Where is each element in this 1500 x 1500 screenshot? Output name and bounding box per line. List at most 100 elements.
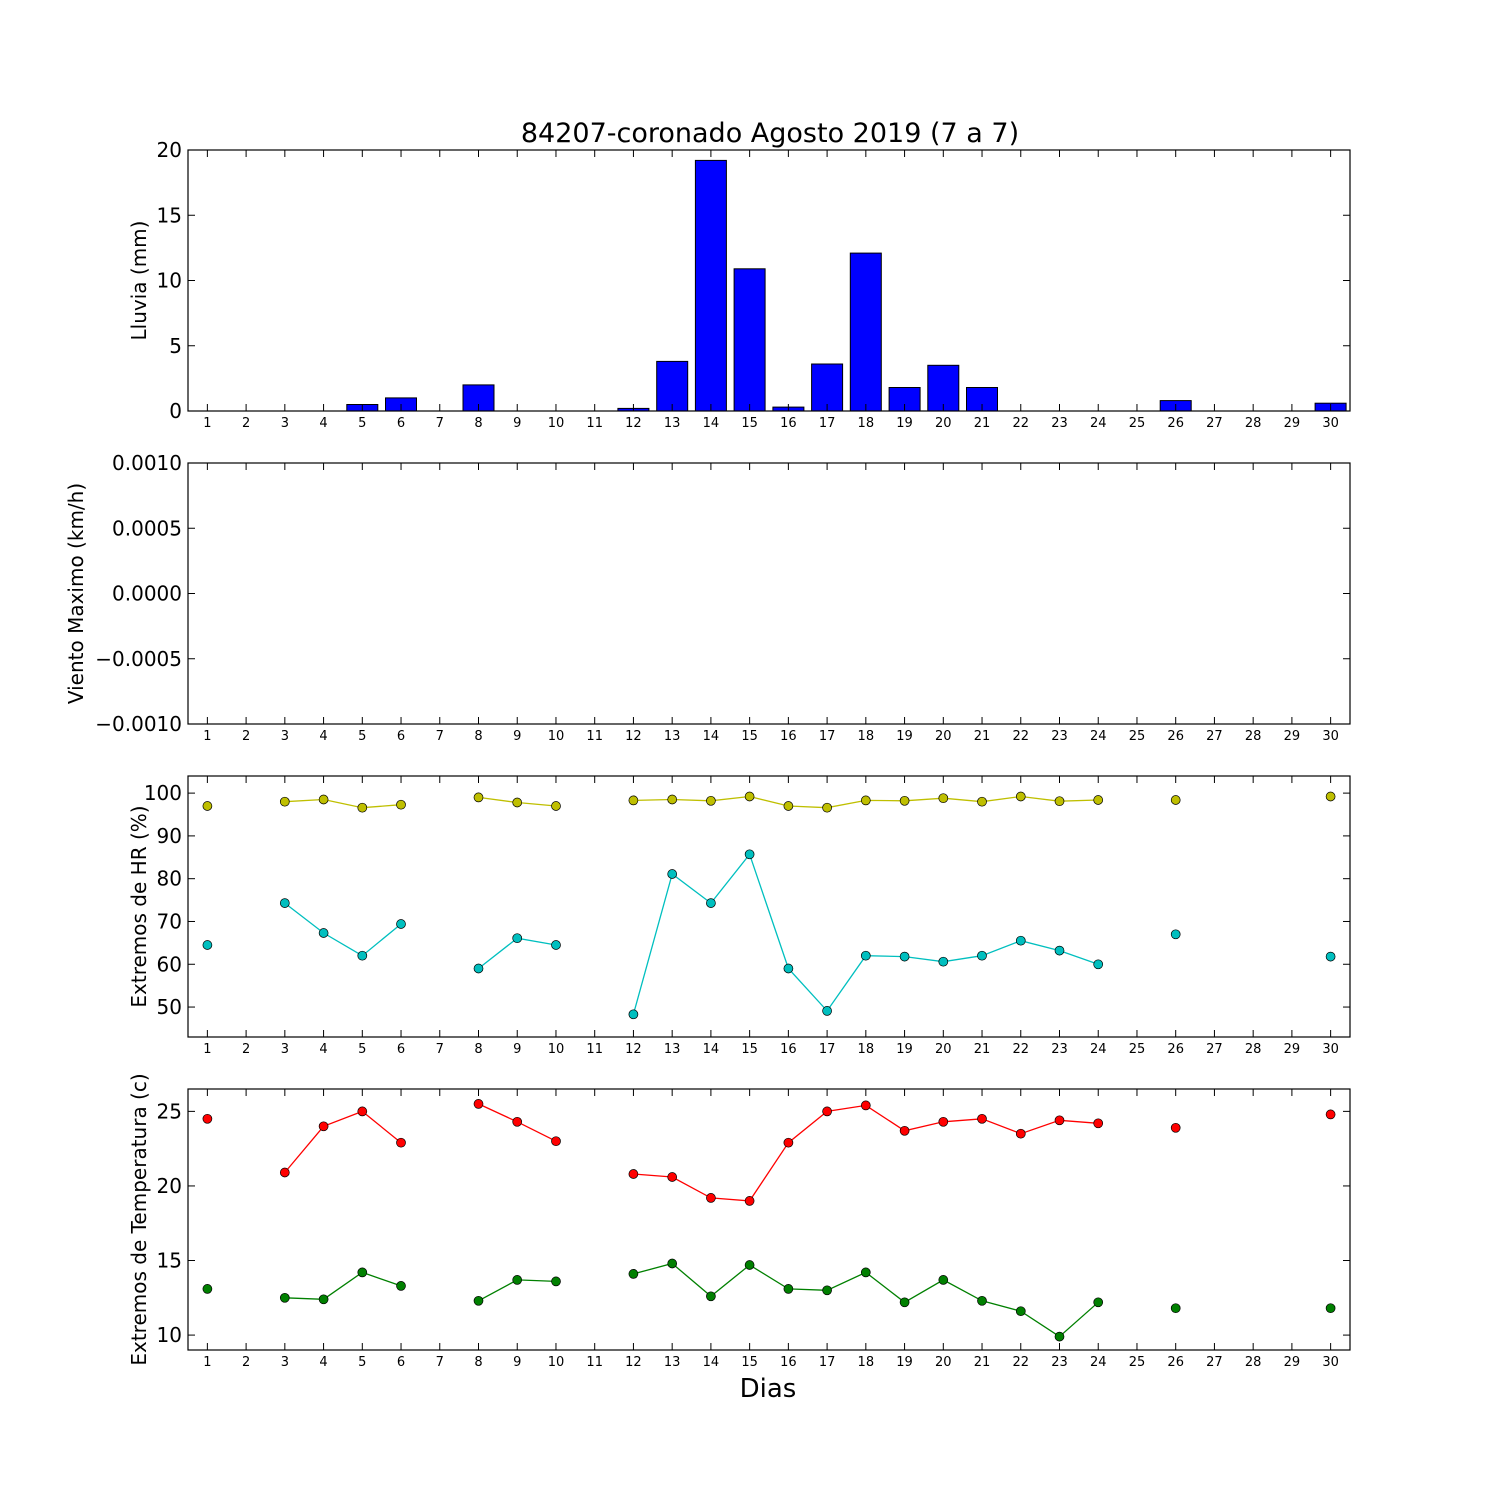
point-humidity-1-day-16 xyxy=(783,963,794,974)
xtick-label-rain-24: 24 xyxy=(1090,416,1107,431)
xtick-label-temperature-9: 9 xyxy=(513,1355,521,1370)
xtick-label-wind-22: 22 xyxy=(1012,729,1029,744)
xtick-label-wind-11: 11 xyxy=(586,729,603,744)
xtick-label-humidity-9: 9 xyxy=(513,1042,521,1057)
xtick-label-humidity-7: 7 xyxy=(436,1042,444,1057)
xtick-label-temperature-5: 5 xyxy=(358,1355,366,1370)
xtick-label-wind-12: 12 xyxy=(625,729,642,744)
ytick-label-wind-0: −0.0010 xyxy=(95,712,182,736)
xtick-label-temperature-11: 11 xyxy=(586,1355,603,1370)
ytick-label-humidity-3: 80 xyxy=(157,867,182,891)
ytick-label-temperature-1: 15 xyxy=(157,1249,182,1273)
point-humidity-1-day-18 xyxy=(860,950,871,961)
xtick-label-rain-30: 30 xyxy=(1322,416,1339,431)
xtick-label-temperature-30: 30 xyxy=(1322,1355,1339,1370)
point-temperature-0-day-5 xyxy=(357,1106,368,1117)
point-humidity-0-day-23 xyxy=(1054,796,1065,807)
xtick-label-rain-3: 3 xyxy=(281,416,289,431)
ytick-label-temperature-3: 25 xyxy=(157,1099,182,1123)
xtick-label-rain-29: 29 xyxy=(1284,416,1301,431)
point-humidity-1-day-21 xyxy=(977,950,987,961)
xtick-label-wind-29: 29 xyxy=(1284,729,1301,744)
xtick-label-rain-7: 7 xyxy=(436,416,444,431)
xtick-label-temperature-25: 25 xyxy=(1129,1355,1146,1370)
point-humidity-0-day-17 xyxy=(822,802,832,813)
xtick-label-temperature-26: 26 xyxy=(1167,1355,1184,1370)
point-humidity-1-day-1 xyxy=(202,940,213,950)
point-humidity-0-day-3 xyxy=(279,796,290,807)
ytick-label-wind-1: −0.0005 xyxy=(95,647,182,671)
xtick-label-temperature-24: 24 xyxy=(1090,1355,1107,1370)
xtick-label-wind-28: 28 xyxy=(1245,729,1262,744)
axes-frame-humidity xyxy=(187,775,1351,1038)
xtick-label-temperature-19: 19 xyxy=(896,1355,913,1370)
xtick-label-wind-13: 13 xyxy=(664,729,681,744)
xtick-label-wind-8: 8 xyxy=(474,729,482,744)
point-humidity-1-day-20 xyxy=(938,956,949,967)
point-humidity-0-day-19 xyxy=(899,795,910,806)
point-temperature-1-day-24 xyxy=(1093,1297,1104,1308)
xtick-label-temperature-23: 23 xyxy=(1051,1355,1068,1370)
xtick-label-humidity-27: 27 xyxy=(1206,1042,1223,1057)
xtick-label-rain-15: 15 xyxy=(741,416,758,431)
point-humidity-0-day-14 xyxy=(706,795,716,806)
xtick-label-wind-4: 4 xyxy=(319,729,327,744)
xtick-label-humidity-23: 23 xyxy=(1051,1042,1068,1057)
xtick-label-temperature-28: 28 xyxy=(1245,1355,1262,1370)
xtick-label-rain-17: 17 xyxy=(819,416,836,431)
xtick-label-humidity-17: 17 xyxy=(819,1042,836,1057)
point-temperature-1-day-12 xyxy=(628,1269,639,1279)
bar-day-20 xyxy=(927,364,960,412)
point-humidity-1-day-10 xyxy=(551,940,561,950)
xtick-label-rain-13: 13 xyxy=(664,416,681,431)
point-humidity-0-day-4 xyxy=(318,794,329,805)
point-temperature-0-day-23 xyxy=(1054,1115,1065,1126)
xtick-label-humidity-20: 20 xyxy=(935,1042,952,1057)
xtick-label-humidity-2: 2 xyxy=(242,1042,250,1057)
xtick-label-temperature-2: 2 xyxy=(242,1355,250,1370)
bar-day-14 xyxy=(694,159,727,412)
figure-title: 84207-coronado Agosto 2019 (7 a 7) xyxy=(521,118,1019,149)
point-humidity-1-day-5 xyxy=(357,950,368,961)
series-humidity-1-line xyxy=(632,852,1099,1015)
point-humidity-0-day-8 xyxy=(473,792,484,803)
point-temperature-0-day-21 xyxy=(977,1113,987,1124)
series-temperature-0-line xyxy=(284,1110,402,1173)
ytick-label-wind-4: 0.0010 xyxy=(112,451,182,475)
ylabel-humidity: Extremos de HR (%) xyxy=(127,805,151,1007)
xtick-label-temperature-12: 12 xyxy=(625,1355,642,1370)
xtick-label-humidity-19: 19 xyxy=(896,1042,913,1057)
xtick-label-humidity-6: 6 xyxy=(397,1042,405,1057)
xtick-label-wind-19: 19 xyxy=(896,729,913,744)
xtick-label-wind-3: 3 xyxy=(281,729,289,744)
ytick-label-humidity-1: 60 xyxy=(157,952,182,976)
xtick-label-temperature-18: 18 xyxy=(858,1355,875,1370)
xtick-label-wind-27: 27 xyxy=(1206,729,1223,744)
xtick-label-rain-5: 5 xyxy=(358,416,366,431)
xtick-label-temperature-8: 8 xyxy=(474,1355,482,1370)
point-temperature-1-day-26 xyxy=(1170,1303,1181,1314)
point-temperature-0-day-10 xyxy=(551,1136,561,1147)
ytick-label-rain-2: 10 xyxy=(157,269,182,293)
axes-frame-temperature xyxy=(187,1088,1351,1351)
point-humidity-1-day-14 xyxy=(706,898,716,908)
xtick-label-rain-1: 1 xyxy=(203,416,211,431)
xtick-label-humidity-13: 13 xyxy=(664,1042,681,1057)
series-humidity-0-line xyxy=(284,798,402,809)
xtick-label-rain-19: 19 xyxy=(896,416,913,431)
ytick-label-temperature-2: 20 xyxy=(157,1174,182,1198)
xtick-label-wind-6: 6 xyxy=(397,729,405,744)
point-humidity-0-day-10 xyxy=(551,801,561,811)
point-humidity-1-day-4 xyxy=(318,928,329,938)
point-temperature-0-day-6 xyxy=(396,1137,406,1148)
xtick-label-rain-20: 20 xyxy=(935,416,952,431)
xtick-label-humidity-1: 1 xyxy=(203,1042,211,1057)
xtick-label-humidity-14: 14 xyxy=(703,1042,720,1057)
ytick-label-rain-3: 15 xyxy=(157,203,182,227)
axes-frame-wind xyxy=(187,462,1351,725)
ylabel-wind: Viento Maximo (km/h) xyxy=(64,483,88,704)
point-temperature-0-day-30 xyxy=(1325,1109,1336,1120)
point-humidity-0-day-30 xyxy=(1325,791,1336,802)
